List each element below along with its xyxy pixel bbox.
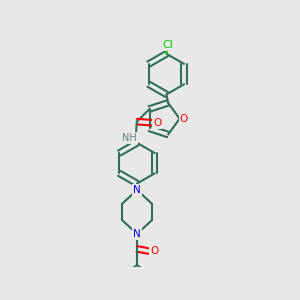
Text: N: N [133, 185, 141, 195]
Text: Cl: Cl [162, 40, 173, 50]
Text: O: O [153, 118, 161, 128]
Text: N: N [133, 229, 141, 239]
Text: NH: NH [122, 133, 136, 143]
Text: O: O [150, 246, 158, 256]
Text: O: O [180, 114, 188, 124]
